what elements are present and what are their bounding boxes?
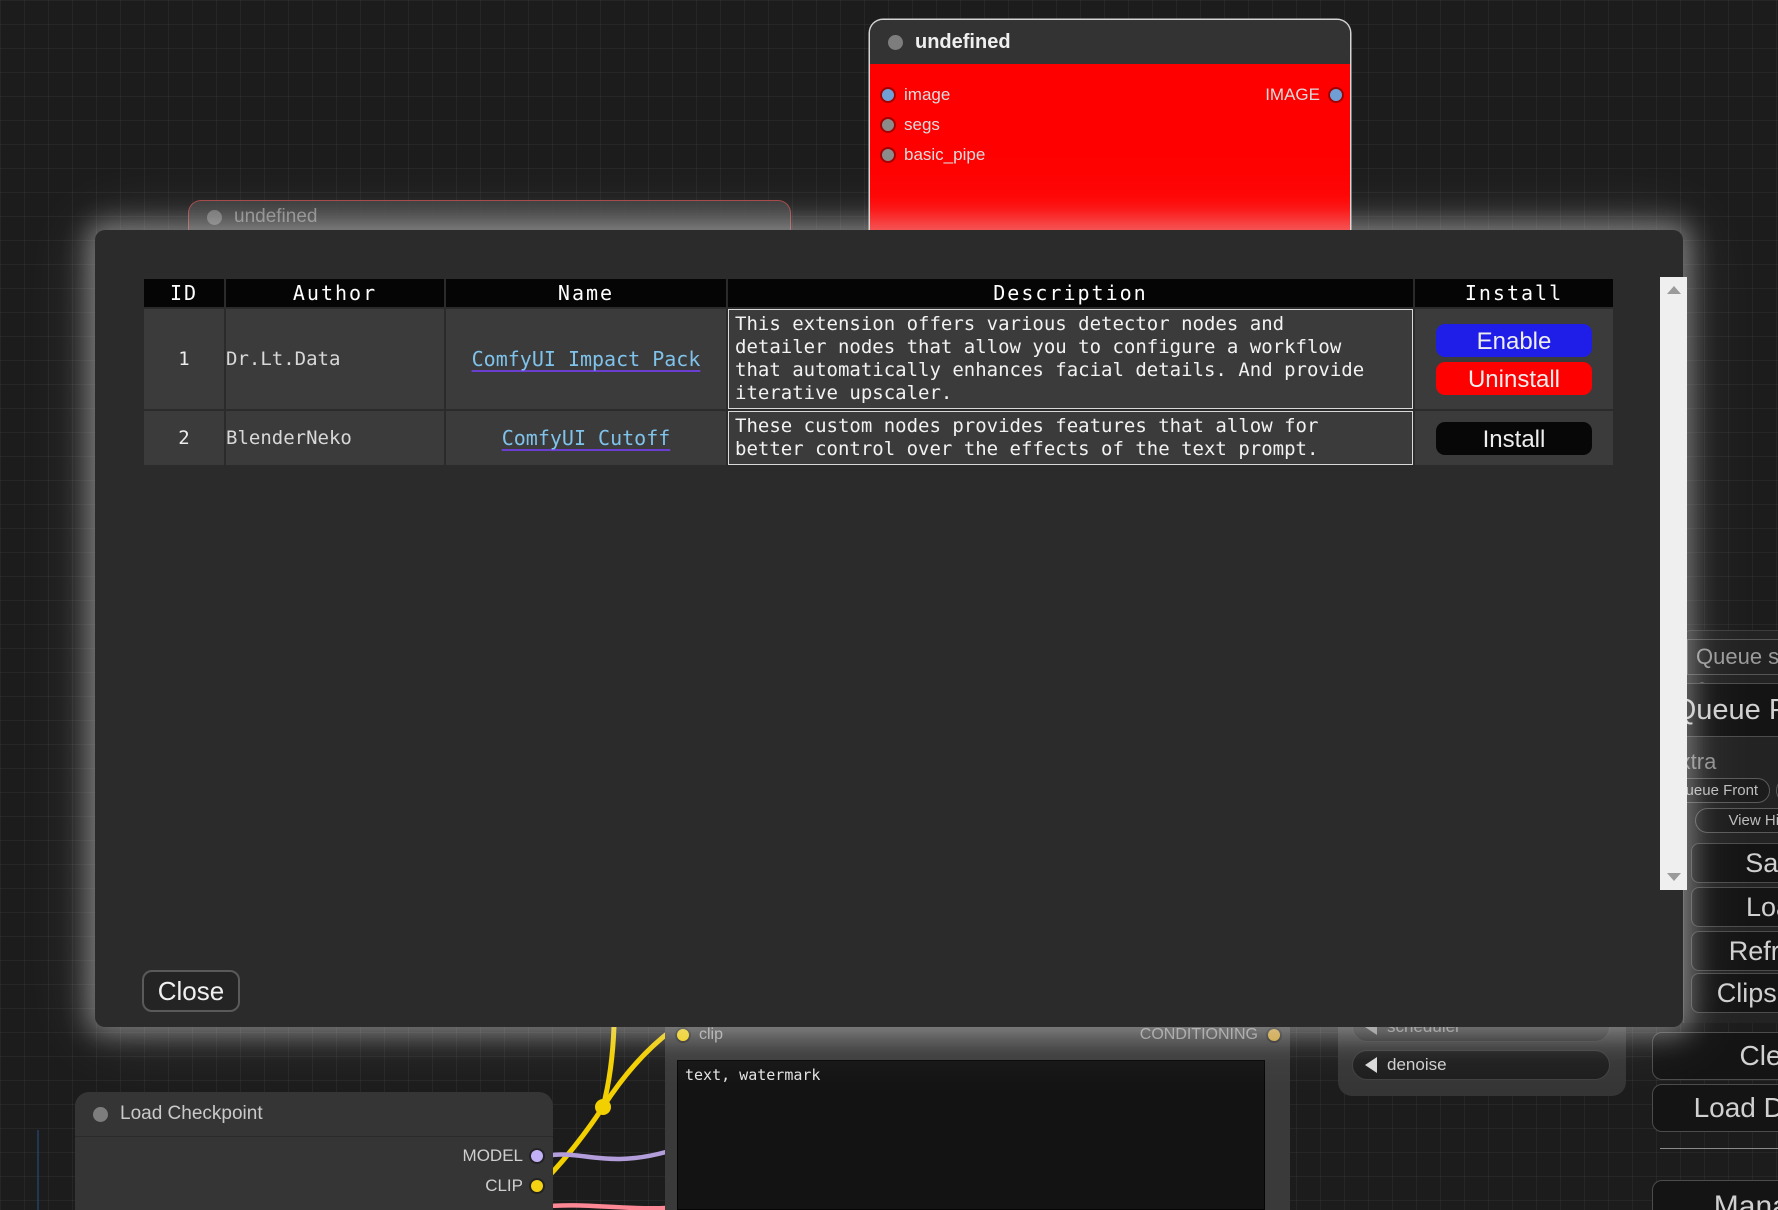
input-slot-icon[interactable] (677, 1029, 689, 1041)
load-default-button[interactable]: Load Default (1652, 1084, 1778, 1132)
package-link[interactable]: ComfyUI Impact Pack (471, 347, 701, 371)
input-slot-basic-pipe[interactable]: basic_pipe (870, 140, 1350, 170)
table-row: 2 BlenderNeko ComfyUI Cutoff These custo… (144, 411, 1613, 465)
table-scroll-region: ID Author Name Description Install 1 Dr.… (142, 277, 1687, 890)
package-link[interactable]: ComfyUI Cutoff (501, 426, 671, 450)
queue-size-label: Queue size: 0 (1687, 639, 1778, 703)
node-title: undefined (234, 206, 318, 227)
input-label: segs (904, 115, 940, 134)
node-undefined-background[interactable]: undefined (188, 200, 791, 235)
scroll-up-arrow-icon[interactable] (1660, 279, 1687, 301)
denoise-widget[interactable]: denoise (1352, 1050, 1610, 1080)
description-text: This extension offers various detector n… (735, 313, 1365, 404)
model-wire (536, 1149, 667, 1162)
cell-name: ComfyUI Impact Pack (446, 309, 726, 409)
input-slot-icon[interactable] (882, 149, 894, 161)
clipspace-button[interactable]: Clipspace (1691, 973, 1778, 1013)
output-slot-icon[interactable] (1330, 89, 1342, 101)
input-slot-image[interactable]: image (870, 80, 1350, 110)
output-slot-model[interactable]: MODEL (463, 1146, 543, 1166)
input-slot-clip[interactable]: clip (677, 1026, 723, 1044)
dialog-scrollbar[interactable] (1660, 277, 1687, 890)
collapse-dot-icon[interactable] (888, 34, 903, 50)
collapse-dot-icon[interactable] (93, 1106, 108, 1122)
node-title-bar[interactable]: undefined (870, 20, 1350, 64)
save-button[interactable]: Save (1691, 843, 1778, 883)
table-row: 1 Dr.Lt.Data ComfyUI Impact Pack This ex… (144, 309, 1613, 409)
install-button[interactable]: Install (1436, 421, 1592, 455)
output-label: IMAGE (1265, 85, 1320, 104)
output-slot-icon[interactable] (531, 1180, 543, 1192)
grid-axis-line (37, 1130, 39, 1210)
node-title: Load Checkpoint (120, 1103, 263, 1124)
cell-install: Enable Uninstall (1415, 309, 1613, 409)
cell-install: Install (1415, 411, 1613, 465)
collapse-dot-icon[interactable] (207, 209, 222, 225)
clear-button[interactable]: Clear (1652, 1032, 1778, 1080)
manager-button[interactable]: Manager (1652, 1180, 1778, 1210)
output-slot-icon[interactable] (1268, 1029, 1280, 1041)
input-label: basic_pipe (904, 145, 986, 164)
menu-divider (1660, 1148, 1778, 1149)
view-history-button[interactable]: View History (1695, 808, 1778, 833)
input-slot-icon[interactable] (882, 89, 894, 101)
queue-prompt-button[interactable]: Queue Prompt (1684, 683, 1778, 737)
enable-button[interactable]: Enable (1436, 323, 1592, 357)
custom-nodes-table: ID Author Name Description Install 1 Dr.… (142, 277, 1615, 467)
node-title: undefined (915, 30, 1011, 53)
comfy-menu-panel: Queue size: 0 Queue Prompt Extra options… (1683, 630, 1778, 1023)
header-description: Description (728, 279, 1413, 307)
scroll-down-arrow-icon[interactable] (1660, 866, 1687, 888)
input-slot-icon[interactable] (882, 119, 894, 131)
cell-description: These custom nodes provides features tha… (728, 411, 1413, 465)
header-install: Install (1415, 279, 1613, 307)
input-slot-segs[interactable]: segs (870, 110, 1350, 140)
node-title-bar[interactable]: Load Checkpoint (75, 1092, 553, 1137)
queue-front-button[interactable]: Queue Front (1684, 778, 1770, 803)
node-clip-text-encode[interactable]: clip CONDITIONING text, watermark (665, 1018, 1290, 1210)
header-id: ID (144, 279, 224, 307)
node-undefined-error[interactable]: undefined image segs basic_pipe IMAGE (870, 20, 1350, 270)
clip-wire (535, 1028, 674, 1190)
prompt-text-input[interactable]: text, watermark (677, 1060, 1265, 1210)
output-label: CLIP (485, 1176, 523, 1195)
cell-author: Dr.Lt.Data (226, 309, 444, 409)
close-button[interactable]: Close (142, 970, 240, 1012)
cell-description: This extension offers various detector n… (728, 309, 1413, 409)
clip-wire-branch (600, 1025, 617, 1108)
header-name: Name (446, 279, 726, 307)
input-label: image (904, 85, 951, 104)
output-slot-icon[interactable] (531, 1150, 543, 1162)
cell-id: 2 (144, 411, 224, 465)
load-button[interactable]: Load (1691, 887, 1778, 927)
refresh-button[interactable]: Refresh (1691, 931, 1778, 971)
node-load-checkpoint[interactable]: Load Checkpoint MODEL CLIP (75, 1092, 553, 1210)
reroute-dot-icon[interactable] (595, 1099, 611, 1115)
header-author: Author (226, 279, 444, 307)
output-slot-clip[interactable]: CLIP (485, 1176, 543, 1196)
widget-left-arrow-icon[interactable] (1365, 1057, 1377, 1073)
output-slot-image[interactable]: IMAGE (1265, 80, 1342, 110)
output-slot-conditioning[interactable]: CONDITIONING (1140, 1026, 1280, 1044)
cell-author: BlenderNeko (226, 411, 444, 465)
widget-label: denoise (1387, 1055, 1447, 1074)
output-label: MODEL (462, 1146, 523, 1165)
table-header-row: ID Author Name Description Install (144, 279, 1613, 307)
custom-nodes-manager-dialog: ID Author Name Description Install 1 Dr.… (95, 230, 1687, 1027)
description-text: These custom nodes provides features tha… (735, 415, 1319, 460)
output-label: CONDITIONING (1139, 1026, 1258, 1043)
uninstall-button[interactable]: Uninstall (1436, 361, 1592, 395)
input-label: clip (699, 1026, 724, 1043)
vae-wire (539, 1203, 667, 1210)
cell-name: ComfyUI Cutoff (446, 411, 726, 465)
node-title-bar[interactable]: undefined (189, 201, 790, 233)
cell-id: 1 (144, 309, 224, 409)
